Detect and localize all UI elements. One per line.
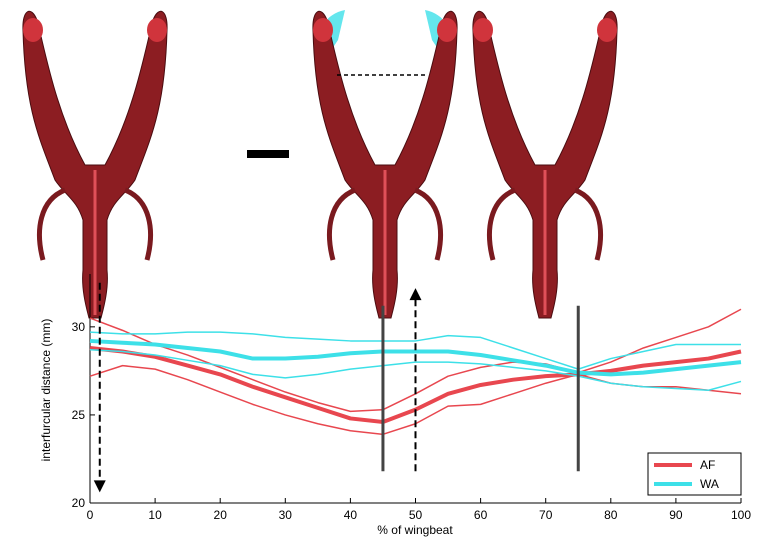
y-tick-label: 30 <box>72 320 86 334</box>
series-line <box>89 331 741 370</box>
y-tick-label: 20 <box>72 496 86 510</box>
x-tick-label: 0 <box>87 508 94 522</box>
legend-box <box>647 452 742 496</box>
legend-label: WA <box>700 477 719 491</box>
arrow-head <box>93 480 106 493</box>
x-tick-label: 100 <box>731 508 751 522</box>
x-tick-label: 70 <box>539 508 553 522</box>
x-axis-label: % of wingbeat <box>377 523 453 537</box>
x-tick-label: 80 <box>604 508 618 522</box>
x-tick-label: 20 <box>214 508 228 522</box>
y-axis-label: interfurcular distance (mm) <box>39 319 53 462</box>
y-tick-label: 25 <box>72 408 86 422</box>
series-line <box>89 348 742 392</box>
series-line <box>89 338 742 377</box>
x-tick-label: 50 <box>409 508 423 522</box>
x-tick-label: 60 <box>474 508 488 522</box>
furcula-images <box>23 10 617 318</box>
legend-label: AF <box>700 458 715 472</box>
x-tick-label: 90 <box>669 508 683 522</box>
x-tick-label: 40 <box>344 508 358 522</box>
x-tick-label: 30 <box>279 508 293 522</box>
x-tick-label: 10 <box>148 508 162 522</box>
arrow-head <box>409 288 422 301</box>
